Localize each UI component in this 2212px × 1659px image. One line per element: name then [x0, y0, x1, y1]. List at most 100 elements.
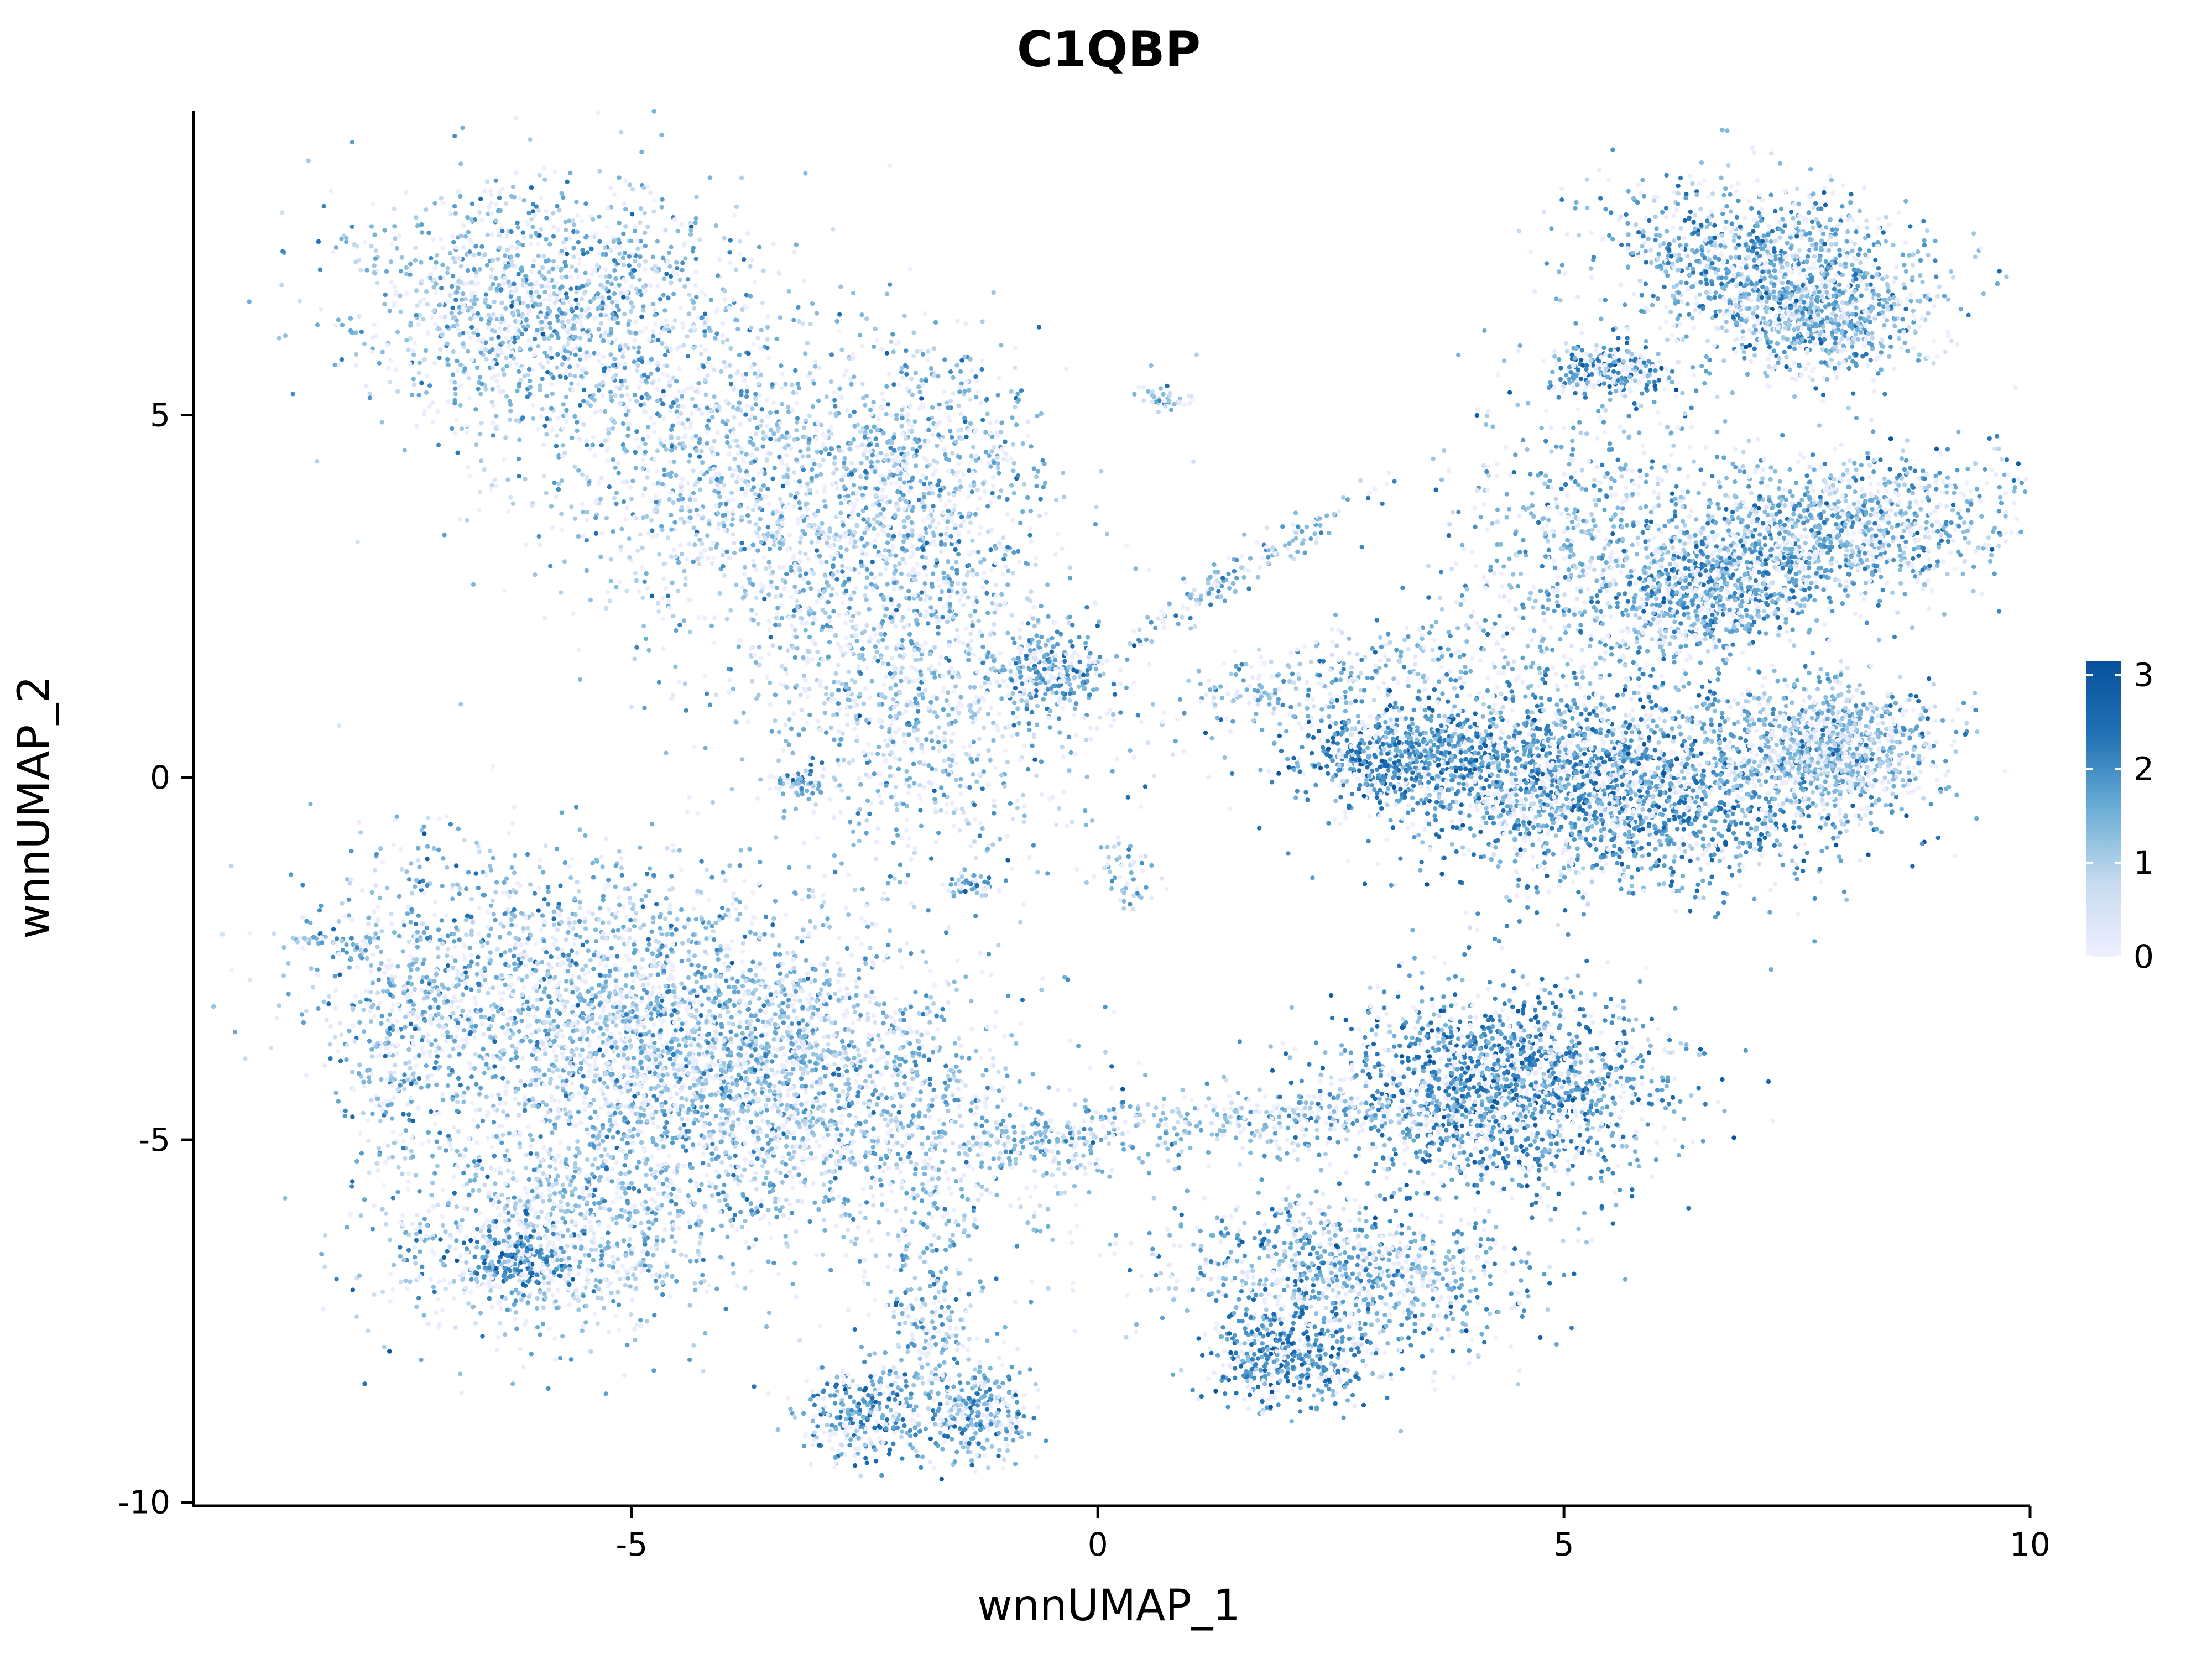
- data-point: [476, 311, 480, 316]
- data-point: [633, 320, 638, 324]
- data-point: [1020, 509, 1025, 514]
- data-point: [633, 224, 638, 228]
- data-point: [667, 497, 671, 502]
- data-point: [349, 331, 354, 335]
- data-point: [717, 522, 721, 526]
- data-point: [450, 311, 454, 315]
- data-point: [786, 467, 790, 472]
- data-point: [852, 530, 857, 534]
- data-point: [872, 517, 876, 521]
- data-point: [911, 679, 916, 683]
- data-point: [611, 375, 615, 380]
- data-point: [900, 416, 905, 420]
- data-point: [959, 704, 964, 708]
- data-point: [1041, 697, 1046, 701]
- data-point: [621, 349, 625, 354]
- data-point: [973, 374, 978, 379]
- data-point: [612, 258, 617, 263]
- data-point: [1162, 399, 1167, 403]
- data-point: [873, 538, 877, 542]
- data-point: [395, 330, 400, 334]
- data-point: [930, 730, 934, 734]
- data-point: [999, 447, 1004, 451]
- data-point: [872, 521, 876, 526]
- data-point: [912, 851, 917, 855]
- data-point: [625, 393, 629, 397]
- data-point: [515, 389, 519, 393]
- data-point: [966, 595, 970, 599]
- data-point: [807, 713, 812, 717]
- data-point: [960, 593, 964, 597]
- data-point: [796, 382, 800, 386]
- data-point: [792, 608, 796, 613]
- data-point: [614, 245, 618, 249]
- data-point: [921, 352, 925, 357]
- data-point: [786, 502, 791, 506]
- data-point: [578, 347, 582, 352]
- data-point: [512, 313, 516, 317]
- data-point: [565, 295, 569, 300]
- data-point: [389, 280, 394, 284]
- data-point: [999, 420, 1004, 425]
- data-point: [844, 635, 848, 640]
- data-point: [816, 539, 820, 544]
- data-point: [491, 360, 495, 364]
- data-point: [439, 196, 443, 200]
- data-point: [635, 368, 639, 373]
- data-point: [740, 307, 744, 312]
- data-point: [635, 247, 640, 251]
- data-point: [508, 495, 513, 499]
- data-point: [894, 827, 899, 832]
- data-point: [676, 404, 680, 408]
- data-point: [457, 517, 462, 521]
- data-point: [749, 646, 753, 651]
- data-point: [676, 436, 680, 440]
- data-point: [832, 455, 837, 460]
- chart-title: C1QBP: [1017, 21, 1201, 78]
- data-point: [898, 691, 902, 695]
- data-point: [863, 686, 868, 691]
- data-point: [778, 421, 782, 425]
- data-point: [415, 223, 420, 228]
- data-point: [886, 402, 890, 406]
- data-point: [1011, 468, 1015, 473]
- data-point: [661, 389, 666, 394]
- data-point: [553, 169, 557, 174]
- data-point: [859, 312, 864, 317]
- data-point: [919, 657, 923, 661]
- data-point: [942, 731, 947, 735]
- data-point: [413, 246, 418, 250]
- data-point: [552, 285, 556, 289]
- data-point: [585, 443, 589, 447]
- data-point: [707, 356, 711, 361]
- data-point: [571, 611, 575, 615]
- data-point: [623, 251, 627, 255]
- data-point: [1246, 586, 1251, 591]
- data-point: [705, 441, 709, 446]
- data-point: [585, 439, 589, 443]
- data-point: [818, 472, 823, 477]
- data-point: [580, 502, 585, 506]
- data-point: [560, 454, 565, 458]
- data-point: [854, 639, 859, 643]
- data-point: [611, 239, 615, 244]
- data-point: [1054, 691, 1058, 695]
- data-point: [1037, 325, 1041, 329]
- data-point: [358, 268, 363, 272]
- data-point: [943, 744, 947, 749]
- data-point: [1049, 686, 1053, 691]
- data-point: [1169, 408, 1173, 412]
- data-point: [1124, 543, 1129, 547]
- data-point: [829, 431, 833, 436]
- data-point: [974, 695, 979, 699]
- data-point: [813, 364, 817, 369]
- data-point: [948, 419, 952, 423]
- data-point: [544, 284, 548, 288]
- data-point: [619, 290, 623, 295]
- data-point: [924, 573, 928, 577]
- data-point: [452, 134, 457, 138]
- data-point: [639, 403, 643, 407]
- data-point: [430, 315, 434, 320]
- data-point: [833, 404, 837, 408]
- data-point: [1058, 632, 1063, 636]
